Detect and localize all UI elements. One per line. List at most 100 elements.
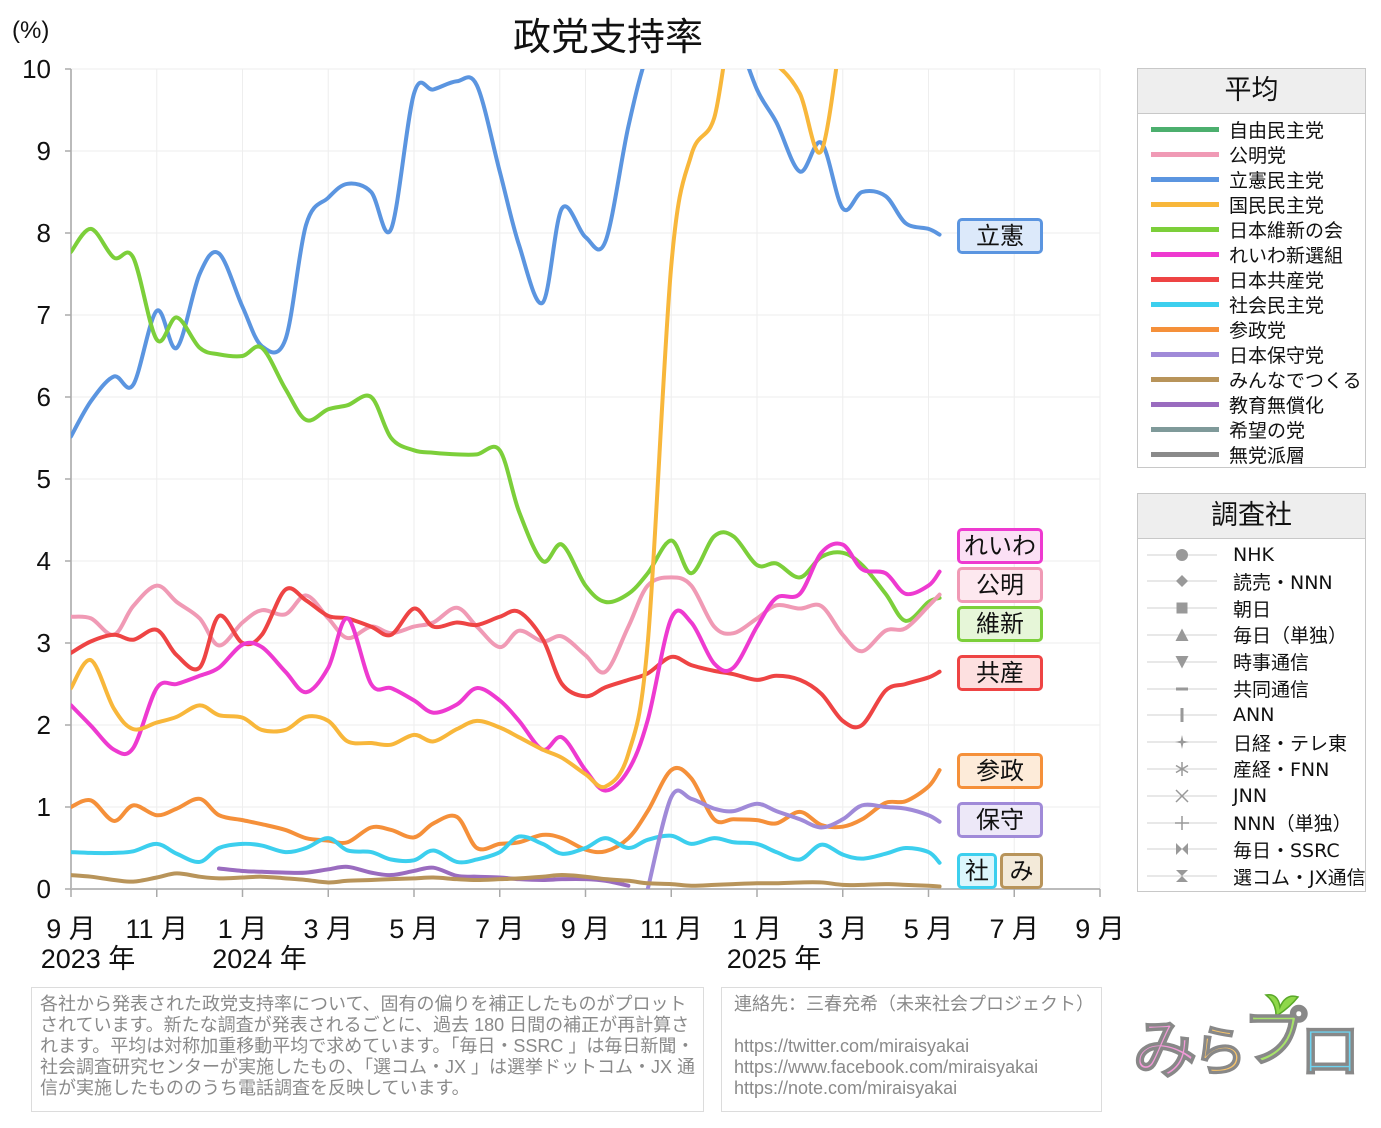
x-tick-label: 9 月 — [1075, 914, 1125, 944]
end-label: 共産 — [957, 655, 1043, 691]
y-tick-label: 3 — [37, 628, 51, 658]
y-tick-label: 1 — [37, 792, 51, 822]
pollster-item: 産経・FNN — [1138, 756, 1329, 781]
legend-swatch — [1151, 127, 1219, 132]
end-label: れいわ — [957, 528, 1043, 564]
legend-item: 日本保守党 — [1138, 342, 1324, 367]
pollster-label: 時事通信 — [1233, 652, 1310, 675]
legend-swatch — [1151, 377, 1219, 382]
logo-letter: ロ — [1299, 1014, 1361, 1087]
pollster-item: 選コム・JX通信 — [1138, 864, 1366, 889]
series-line — [71, 833, 942, 865]
end-label: 参政 — [957, 753, 1043, 789]
pollster-item: 朝日 — [1138, 596, 1271, 621]
x-tick-label: 1 月 — [732, 914, 782, 944]
x-tick-label: 11 月 — [125, 914, 188, 944]
x-tick-label: 5 月 — [904, 914, 954, 944]
series-line — [71, 871, 942, 889]
y-tick-label: 10 — [22, 54, 51, 84]
pollster-item: NHK — [1138, 542, 1274, 567]
pollster-label: 毎日（単独） — [1233, 625, 1348, 648]
x-tick-label: 9 月 — [561, 914, 611, 944]
legend-swatch — [1151, 402, 1219, 407]
contact-box: 連絡先：三春充希（未来社会プロジェクト） https://twitter.com… — [721, 987, 1102, 1112]
series-line — [216, 864, 631, 888]
legend-item: 教育無償化 — [1138, 392, 1324, 417]
legend-item: みんなでつくる — [1138, 367, 1362, 392]
asterisk-marker-icon — [1147, 759, 1217, 779]
series-line — [71, 69, 839, 790]
notes-text: 各社から発表された政党支持率について、固有の偏りを補正したものがプロットされてい… — [40, 994, 696, 1098]
legend-swatch — [1151, 152, 1219, 157]
legend-label: 国民民主党 — [1229, 195, 1325, 217]
legend-label: 日本維新の会 — [1229, 220, 1344, 242]
logo-letter: ら — [1193, 1020, 1247, 1083]
average-legend: 平均 自由民主党 公明党 立憲民主党 国民民主党 日本維新の会 れいわ新選組 日本共産党 社会… — [1137, 68, 1366, 468]
pollster-item: JNN — [1138, 783, 1267, 808]
pollster-item: 読売・NNN — [1138, 569, 1333, 594]
pollster-item: ANN — [1138, 703, 1274, 728]
y-tick-label: 7 — [37, 300, 51, 330]
plus-marker-icon — [1147, 813, 1217, 833]
pollster-item: 毎日（単独） — [1138, 622, 1347, 647]
series-line — [71, 226, 942, 623]
average-legend-title: 平均 — [1138, 69, 1365, 114]
y-tick-label: 0 — [37, 874, 51, 904]
legend-item: 公明党 — [1138, 142, 1286, 167]
legend-label: 日本共産党 — [1229, 270, 1325, 292]
legend-item: 社会民主党 — [1138, 292, 1324, 317]
y-axis-unit: (%) — [12, 17, 49, 44]
pollster-label: JNN — [1233, 784, 1268, 807]
link-twitter[interactable]: https://twitter.com/miraisyakai — [734, 1036, 970, 1056]
pollster-label: 産経・FNN — [1233, 759, 1330, 782]
x-tick-label: 7 月 — [475, 914, 525, 944]
legend-label: みんなでつくる — [1229, 370, 1362, 392]
y-tick-label: 2 — [37, 710, 51, 740]
link-facebook[interactable]: https://www.facebook.com/miraisyakai — [734, 1057, 1039, 1077]
x-tick-label: 7 月 — [989, 914, 1039, 944]
pollster-item: 共同通信 — [1138, 676, 1309, 701]
legend-swatch — [1151, 202, 1219, 207]
legend-label: 希望の党 — [1229, 420, 1306, 442]
end-label: 社 — [957, 853, 997, 889]
legend-label: 参政党 — [1229, 320, 1287, 342]
pollster-item: 毎日・SSRC — [1138, 837, 1340, 862]
legend-label: 公明党 — [1229, 145, 1287, 167]
y-tick-label: 4 — [37, 546, 51, 576]
legend-item: 自由民主党 — [1138, 117, 1324, 142]
x-tick-label: 3 月 — [303, 914, 353, 944]
legend-label: 社会民主党 — [1229, 295, 1325, 317]
sprout-icon — [1264, 994, 1300, 1016]
pollster-label: 毎日・SSRC — [1233, 839, 1340, 862]
legend-item: 立憲民主党 — [1138, 167, 1324, 192]
end-label: み — [1000, 853, 1043, 889]
series-line — [71, 69, 942, 439]
y-tick-label: 6 — [37, 382, 51, 412]
pollster-label: 選コム・JX通信 — [1233, 866, 1366, 889]
legend-item: 国民民主党 — [1138, 192, 1324, 217]
legend-swatch — [1151, 352, 1219, 357]
x-year-label: 2025 年 — [727, 944, 822, 974]
legend-label: 日本保守党 — [1229, 345, 1325, 367]
star4-marker-icon — [1147, 732, 1217, 752]
pollster-label: NHK — [1233, 543, 1274, 566]
legend-swatch — [1151, 227, 1219, 232]
legend-swatch — [1151, 452, 1219, 457]
chart-title: 政党支持率 — [513, 15, 703, 59]
legend-swatch — [1151, 177, 1219, 182]
link-note[interactable]: https://note.com/miraisyakai — [734, 1078, 958, 1098]
legend-label: 教育無償化 — [1229, 395, 1325, 417]
legend-label: 無党派層 — [1229, 445, 1306, 467]
y-axis-ticks: 0 1 2 3 4 5 6 7 8 9 10 — [22, 54, 71, 904]
logo-letter: プ — [1243, 1002, 1307, 1076]
grid — [70, 68, 1101, 890]
logo-letter: み — [1133, 1014, 1197, 1088]
square-marker-icon — [1147, 598, 1217, 618]
pollster-label: ANN — [1233, 704, 1275, 727]
triangle-up-marker-icon — [1147, 625, 1217, 645]
x-year-label: 2023 年 — [41, 944, 136, 974]
pollster-legend-title: 調査社 — [1138, 494, 1365, 539]
hourglass-marker-icon — [1147, 866, 1217, 886]
